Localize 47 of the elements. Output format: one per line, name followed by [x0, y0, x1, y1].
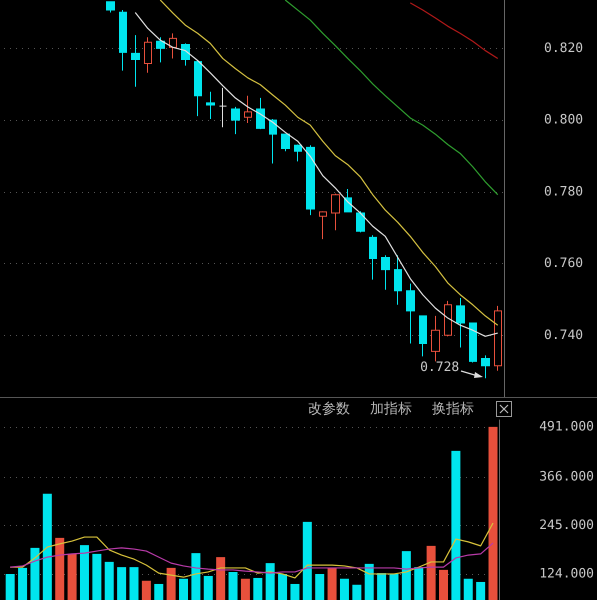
candlestick [294, 144, 302, 162]
y-tick-label: 491.000 [539, 419, 594, 434]
candlestick [194, 60, 202, 117]
candlestick [244, 95, 252, 124]
candlestick [494, 305, 502, 372]
candlestick [256, 97, 265, 130]
annotation: 0.728 [420, 360, 460, 376]
candlestick [419, 315, 427, 357]
candlestick [106, 1, 115, 14]
y-tick-label: 0.760 [544, 256, 584, 272]
text: 换指标 [432, 400, 474, 418]
line-series [284, 0, 498, 196]
candlestick [169, 32, 177, 59]
candlestick [231, 106, 240, 135]
candlestick [306, 144, 315, 216]
candlestick [131, 34, 140, 88]
candlestick [119, 10, 127, 72]
candlestick [319, 210, 327, 240]
candlestick [406, 283, 415, 344]
y-tick-label: 366.000 [539, 469, 594, 484]
candlestick [156, 36, 165, 63]
candlestick [481, 354, 490, 379]
candlestick [206, 91, 215, 120]
candlestick [394, 254, 402, 306]
line-series [10, 542, 494, 574]
y-tick-label: 0.800 [544, 112, 584, 128]
line-series [410, 2, 498, 60]
candlestick [181, 42, 190, 66]
candlestick [269, 118, 277, 164]
candlestick [431, 315, 440, 362]
candlestick [469, 322, 477, 364]
text: 改参数 [308, 400, 350, 418]
y-tick-label: 0.820 [544, 40, 584, 56]
y-tick-label: 245.000 [539, 518, 594, 533]
candlestick [356, 210, 365, 233]
y-tick-label: 0.740 [544, 328, 584, 343]
candlestick [444, 300, 452, 337]
candlestick [369, 234, 377, 280]
text: 加指标 [370, 400, 412, 418]
candlestick [456, 297, 465, 348]
y-tick-label: 124.000 [539, 566, 594, 582]
y-tick-label: 0.780 [544, 184, 584, 200]
candlestick [219, 87, 227, 128]
candlestick [331, 193, 340, 231]
candlestick [381, 254, 390, 290]
candlestick [281, 134, 290, 152]
candlestick [144, 36, 152, 74]
